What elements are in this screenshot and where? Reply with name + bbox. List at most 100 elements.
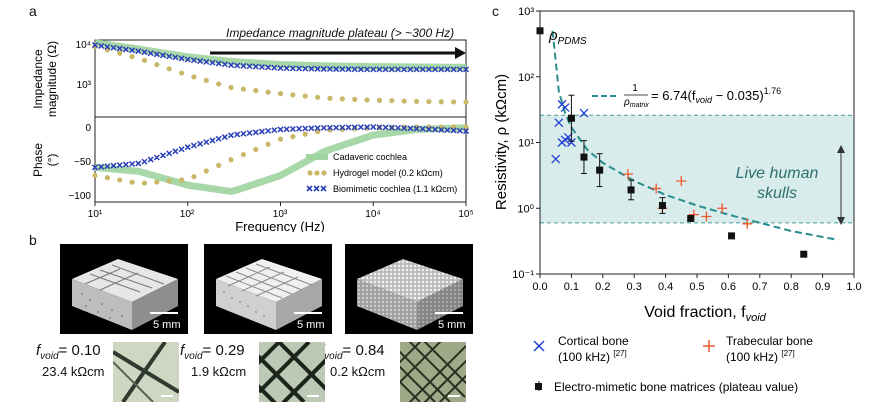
scale-label-1: 5 mm bbox=[153, 319, 181, 331]
biomimetic-point bbox=[376, 66, 383, 73]
top-ylabel-line2: magnitude (Ω) bbox=[45, 41, 59, 117]
biomimetic-point bbox=[135, 160, 142, 167]
biomimetic-point bbox=[184, 56, 191, 63]
biomimetic-point bbox=[413, 66, 420, 73]
biomimetic-point bbox=[221, 134, 228, 141]
matrix-point bbox=[728, 232, 736, 240]
biomimetic-point bbox=[333, 124, 340, 131]
top-ylabel-line1: Impedance bbox=[31, 49, 45, 109]
biomimetic-point bbox=[228, 132, 235, 139]
biomimetic-point bbox=[419, 66, 426, 73]
trabecular-point bbox=[742, 218, 753, 229]
biomimetic-point bbox=[104, 43, 111, 50]
hydrogel-point bbox=[451, 99, 457, 105]
biomimetic-point bbox=[135, 48, 142, 55]
hydrogel-point bbox=[277, 136, 284, 142]
y-tick-label: 10⁰ bbox=[517, 203, 534, 215]
biomimetic-point bbox=[209, 137, 216, 144]
biomimetic-point bbox=[382, 124, 389, 131]
biomimetic-point bbox=[283, 126, 290, 133]
hydrogel-point bbox=[191, 174, 197, 180]
hydrogel-point bbox=[389, 98, 395, 104]
fit-curve bbox=[551, 30, 839, 241]
biomimetic-point bbox=[314, 125, 321, 132]
legend-matrices-label: Electro-mimetic bone matrices (plateau v… bbox=[554, 380, 798, 394]
legend-matrices-marker bbox=[535, 381, 542, 391]
biomimetic-point bbox=[209, 59, 216, 66]
legend-trabecular-label-1: Trabecular bone bbox=[726, 334, 813, 348]
biomimetic-point bbox=[407, 125, 414, 132]
plateau-annotation: Impedance magnitude plateau (> ~300 Hz) bbox=[226, 26, 454, 40]
biomimetic-point bbox=[110, 162, 117, 169]
scale-bar bbox=[150, 312, 178, 314]
hydrogel-point bbox=[228, 84, 234, 91]
rho-pdms-label: ρPDMS bbox=[548, 27, 587, 47]
hydrogel-point bbox=[166, 178, 172, 184]
eq-rhs: = 6.74(fvoid − 0.035)1.76 bbox=[651, 86, 781, 105]
biomimetic-point bbox=[357, 66, 364, 73]
panel-c-frame bbox=[539, 10, 855, 275]
biomimetic-point bbox=[394, 124, 402, 131]
hydrogel-point bbox=[327, 95, 333, 101]
bottom-ylabel-line2: (°) bbox=[45, 154, 59, 167]
biomimetic-point bbox=[172, 54, 179, 61]
hydrogel-point bbox=[92, 172, 98, 179]
matrix-point bbox=[687, 214, 695, 222]
biomimetic-point bbox=[104, 163, 111, 170]
y-tick-label: 10⁻¹ bbox=[512, 269, 534, 281]
bottom-ytick-m50: −50 bbox=[74, 157, 91, 168]
legend-hydrogel-swatch bbox=[307, 170, 327, 176]
biomimetic-point bbox=[116, 45, 123, 52]
biomimetic-point bbox=[364, 124, 371, 131]
panel-c-xlabel: Void fraction, fvoid bbox=[644, 304, 766, 324]
biomimetic-point bbox=[91, 42, 99, 49]
hydrogel-point bbox=[117, 177, 123, 183]
hydrogel-point bbox=[191, 74, 197, 80]
x-tick-label: 0.7 bbox=[752, 281, 767, 293]
biomimetic-point bbox=[184, 144, 191, 151]
hydrogel-point bbox=[290, 134, 296, 140]
x-tick-label: 1.0 bbox=[846, 281, 861, 293]
eq-denominator: ρmatrix bbox=[623, 97, 649, 109]
biomimetic-point bbox=[339, 66, 346, 73]
biomimetic-point bbox=[326, 65, 333, 73]
biomimetic-point bbox=[314, 65, 321, 72]
panel-a-letter: a bbox=[29, 3, 37, 19]
biomimetic-point bbox=[172, 148, 179, 155]
biomimetic-point bbox=[432, 66, 439, 73]
biomimetic-point bbox=[271, 127, 278, 134]
biomimetic-point bbox=[166, 150, 173, 157]
hydrogel-point bbox=[315, 94, 321, 100]
top-ytick-1e4: 10⁴ bbox=[76, 40, 91, 51]
scale-bar bbox=[294, 312, 322, 314]
biomimetic-point bbox=[413, 125, 420, 132]
legend-cortical-label-2: (100 kHz) [27] bbox=[558, 349, 627, 364]
hydrogel-point bbox=[141, 180, 148, 186]
hydrogel-point bbox=[228, 157, 234, 163]
trabecular-point bbox=[622, 169, 633, 180]
biomimetic-point bbox=[432, 126, 439, 133]
x-tick-label: 0.5 bbox=[689, 281, 704, 293]
biomimetic-point bbox=[302, 125, 309, 132]
xtick-1e4: 10⁴ bbox=[365, 209, 380, 220]
legend-hydrogel-label: Hydrogel model (0.2 kΩcm) bbox=[333, 168, 443, 178]
y-tick-label: 10³ bbox=[518, 6, 534, 18]
biomimetic-point bbox=[351, 124, 358, 131]
hydrogel-point bbox=[290, 92, 296, 98]
biomimetic-point bbox=[289, 125, 296, 133]
hydrogel-point bbox=[277, 90, 284, 97]
legend-trabecular-label-2: (100 kHz) [27] bbox=[726, 349, 795, 364]
x-tick-label: 0.9 bbox=[815, 281, 830, 293]
micrograph-fvoid-029 bbox=[259, 342, 325, 402]
panel-b-letter: b bbox=[29, 232, 37, 248]
biomimetic-point bbox=[462, 66, 470, 73]
biomimetic-point bbox=[246, 129, 253, 137]
panel-c-ylabel: Resistivity, ρ (kΩcm) bbox=[493, 74, 510, 210]
biomimetic-point bbox=[91, 164, 99, 171]
biomimetic-point bbox=[110, 44, 117, 51]
cortical-point bbox=[560, 135, 570, 145]
biomimetic-point bbox=[357, 124, 364, 131]
hydrogel-point bbox=[265, 141, 271, 147]
biomimetic-point bbox=[166, 53, 173, 60]
legend-cortical-marker bbox=[533, 340, 545, 352]
